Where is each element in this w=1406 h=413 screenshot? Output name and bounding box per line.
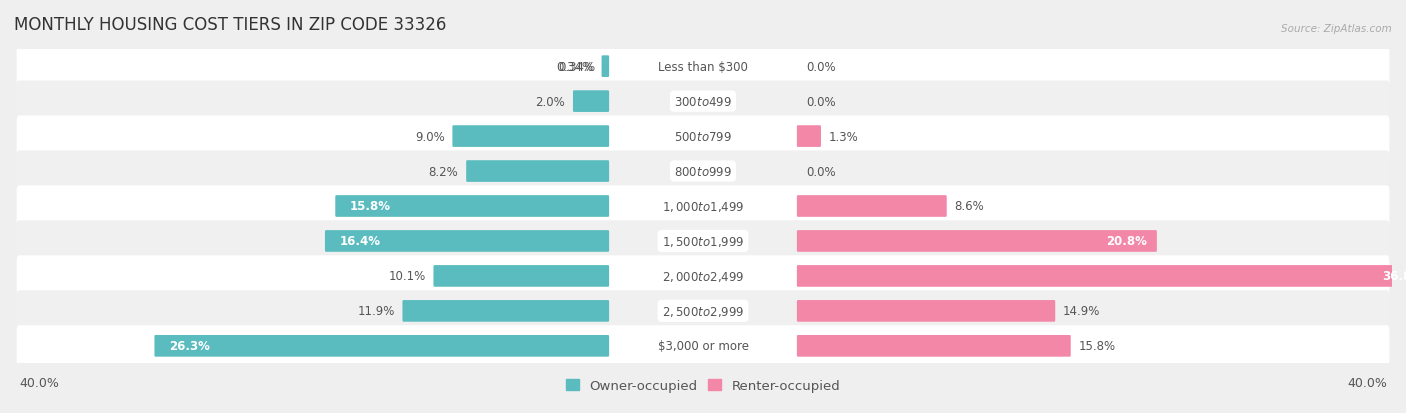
FancyBboxPatch shape bbox=[602, 56, 609, 78]
Text: 0.0%: 0.0% bbox=[807, 95, 837, 108]
FancyBboxPatch shape bbox=[17, 291, 1389, 332]
FancyBboxPatch shape bbox=[433, 266, 609, 287]
Text: $1,000 to $1,499: $1,000 to $1,499 bbox=[662, 199, 744, 214]
FancyBboxPatch shape bbox=[797, 300, 1056, 322]
FancyBboxPatch shape bbox=[325, 230, 609, 252]
FancyBboxPatch shape bbox=[17, 221, 1389, 262]
FancyBboxPatch shape bbox=[17, 46, 1389, 88]
FancyBboxPatch shape bbox=[17, 151, 1389, 192]
Text: 0.34%: 0.34% bbox=[557, 61, 593, 74]
Text: 26.3%: 26.3% bbox=[169, 339, 209, 352]
Text: 15.8%: 15.8% bbox=[1078, 339, 1115, 352]
FancyBboxPatch shape bbox=[467, 161, 609, 183]
Text: 36.8%: 36.8% bbox=[1382, 270, 1406, 283]
Text: 40.0%: 40.0% bbox=[1347, 376, 1386, 389]
Text: 0.0%: 0.0% bbox=[807, 165, 837, 178]
FancyBboxPatch shape bbox=[17, 81, 1389, 122]
Text: 0.0%: 0.0% bbox=[807, 61, 837, 74]
Text: 14.9%: 14.9% bbox=[1063, 305, 1101, 318]
Text: 11.9%: 11.9% bbox=[357, 305, 395, 318]
Text: 8.2%: 8.2% bbox=[429, 165, 458, 178]
FancyBboxPatch shape bbox=[797, 230, 1157, 252]
FancyBboxPatch shape bbox=[574, 91, 609, 113]
Text: $3,000 or more: $3,000 or more bbox=[658, 339, 748, 352]
Text: 10.1%: 10.1% bbox=[388, 270, 426, 283]
Text: 0.34%: 0.34% bbox=[558, 61, 596, 74]
FancyBboxPatch shape bbox=[17, 116, 1389, 157]
Text: 20.8%: 20.8% bbox=[1107, 235, 1147, 248]
Text: Less than $300: Less than $300 bbox=[658, 61, 748, 74]
FancyBboxPatch shape bbox=[17, 325, 1389, 367]
FancyBboxPatch shape bbox=[17, 186, 1389, 227]
FancyBboxPatch shape bbox=[797, 126, 821, 147]
FancyBboxPatch shape bbox=[155, 335, 609, 357]
Text: 2.0%: 2.0% bbox=[536, 95, 565, 108]
Text: $500 to $799: $500 to $799 bbox=[673, 130, 733, 143]
Text: MONTHLY HOUSING COST TIERS IN ZIP CODE 33326: MONTHLY HOUSING COST TIERS IN ZIP CODE 3… bbox=[14, 16, 447, 34]
FancyBboxPatch shape bbox=[17, 256, 1389, 297]
Text: $300 to $499: $300 to $499 bbox=[673, 95, 733, 108]
Text: 9.0%: 9.0% bbox=[415, 130, 444, 143]
Text: 40.0%: 40.0% bbox=[20, 376, 59, 389]
Text: Source: ZipAtlas.com: Source: ZipAtlas.com bbox=[1281, 24, 1392, 34]
FancyBboxPatch shape bbox=[797, 266, 1406, 287]
FancyBboxPatch shape bbox=[402, 300, 609, 322]
FancyBboxPatch shape bbox=[797, 196, 946, 217]
Text: $2,500 to $2,999: $2,500 to $2,999 bbox=[662, 304, 744, 318]
FancyBboxPatch shape bbox=[453, 126, 609, 147]
Text: 15.8%: 15.8% bbox=[350, 200, 391, 213]
Text: $1,500 to $1,999: $1,500 to $1,999 bbox=[662, 235, 744, 248]
Text: 8.6%: 8.6% bbox=[955, 200, 984, 213]
Text: $2,000 to $2,499: $2,000 to $2,499 bbox=[662, 269, 744, 283]
Legend: Owner-occupied, Renter-occupied: Owner-occupied, Renter-occupied bbox=[560, 374, 846, 398]
FancyBboxPatch shape bbox=[797, 335, 1071, 357]
Text: $800 to $999: $800 to $999 bbox=[673, 165, 733, 178]
Text: 16.4%: 16.4% bbox=[340, 235, 381, 248]
FancyBboxPatch shape bbox=[335, 196, 609, 217]
Text: 1.3%: 1.3% bbox=[828, 130, 859, 143]
